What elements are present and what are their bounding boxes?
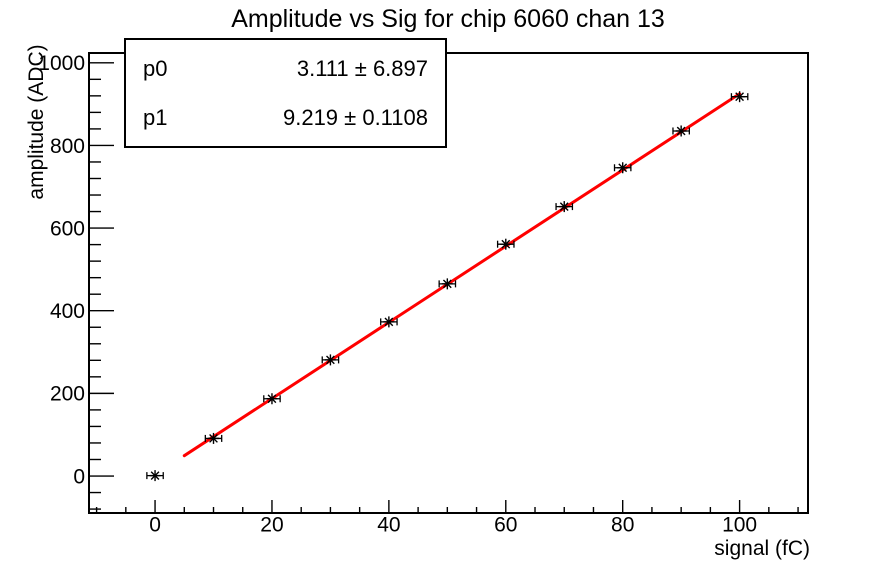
stats-param-name: p1 [143,104,168,130]
star-marker [675,125,687,137]
y-tick-label: 800 [50,135,85,158]
star-marker [324,354,336,366]
star-marker [617,162,629,174]
data-point [321,354,340,366]
chart-title: Amplitude vs Sig for chip 6060 chan 13 [231,5,665,33]
x-tick-label: 20 [260,513,283,536]
star-marker [500,238,512,250]
y-tick-label: 600 [50,217,85,240]
data-point [263,393,281,405]
x-tick-label: 0 [149,513,161,536]
fit-line [182,92,742,458]
y-tick-label: 1000 [38,52,85,75]
data-point [730,91,749,103]
stats-param-name: p0 [143,55,168,81]
stats-param-value: 3.111 ± 6.897 [296,55,428,81]
data-point [613,162,632,174]
x-tick-label: 80 [611,513,634,536]
star-marker [266,393,278,405]
stats-param-value: 9.219 ± 0.1108 [282,104,428,130]
y-tick-label: 0 [73,465,85,488]
x-axis-title: signal (fC) [714,537,810,560]
star-marker [558,201,570,213]
star-marker [208,432,220,444]
fit-stats-box: p0 3.111 ± 6.897 p1 9.219 ± 0.1108 [124,38,447,148]
data-point [204,432,223,444]
data-point [146,470,164,482]
star-marker [383,316,395,328]
stats-row-p0: p0 3.111 ± 6.897 [126,56,445,82]
x-tick-label: 100 [722,513,757,536]
y-tick-label: 200 [50,383,85,406]
x-tick-label: 60 [494,513,517,536]
star-marker [734,91,746,103]
star-marker [149,470,161,482]
data-point [555,201,574,213]
data-point [380,316,398,328]
y-axis-title: amplitude (ADC) [25,44,48,200]
x-tick-label: 40 [377,513,400,536]
stats-row-p1: p1 9.219 ± 0.1108 [126,105,445,131]
star-marker [441,278,453,290]
data-point [496,238,515,250]
y-tick-label: 400 [50,300,85,323]
data-point [672,125,690,137]
data-point [438,278,457,290]
